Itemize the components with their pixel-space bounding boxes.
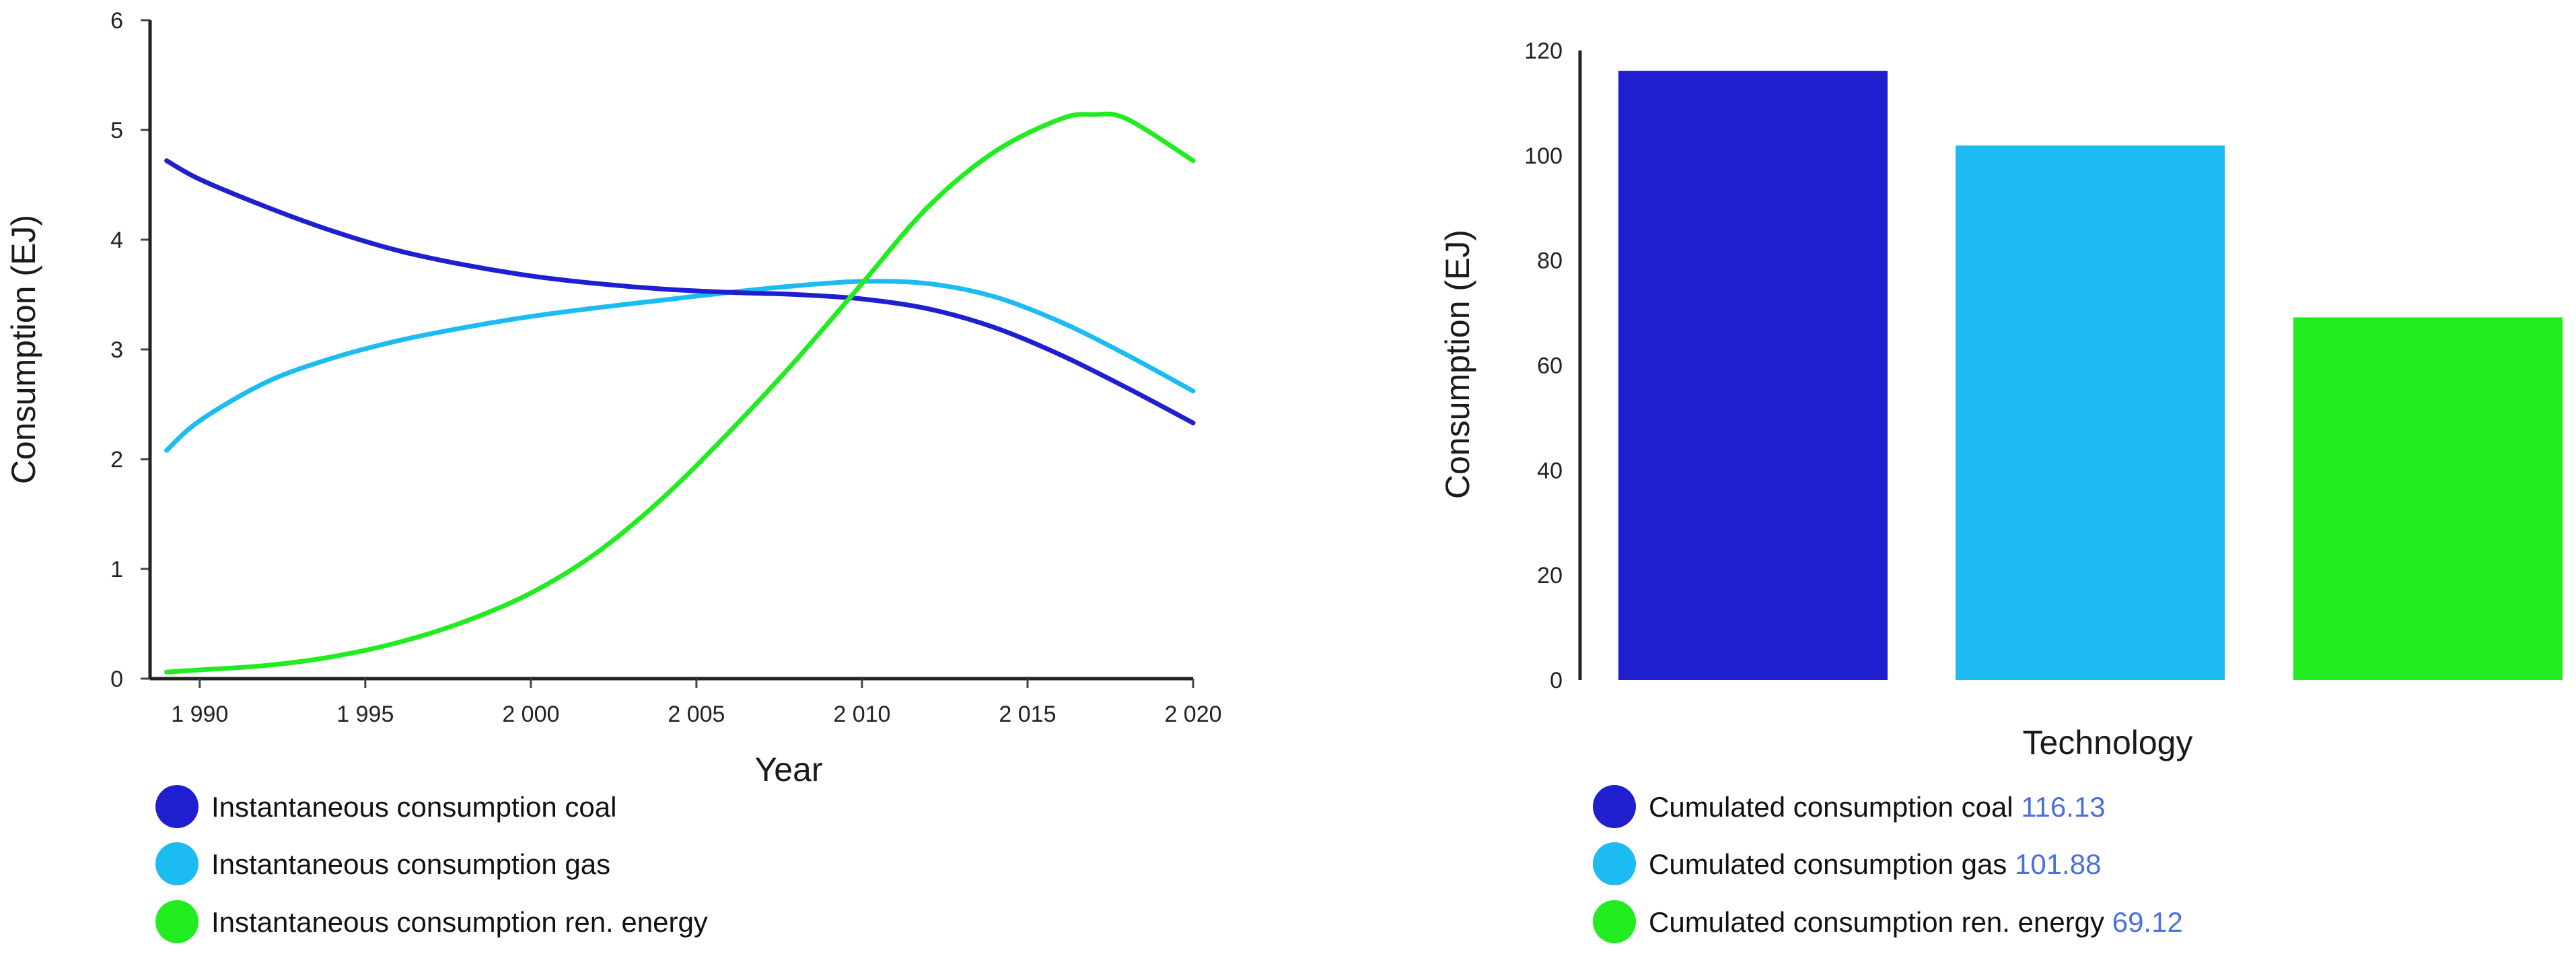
bar-ren-energy — [2293, 317, 2563, 680]
line-chart-x-tick-label: 2 020 — [1164, 702, 1221, 727]
line-chart-y-tick-label: 4 — [110, 228, 123, 253]
line-chart-x-tick-label: 1 995 — [336, 702, 394, 727]
legend-label: Instantaneous consumption ren. energy — [211, 906, 708, 938]
legend-label: Cumulated consumption gas 101.88 — [1649, 848, 2101, 880]
legend-swatch — [155, 785, 199, 828]
bar-chart-legend: Cumulated consumption coal 116.13 Cumulat… — [1593, 785, 2183, 943]
line-chart-x-tick-label: 2 005 — [668, 702, 725, 727]
legend-value: 116.13 — [2021, 791, 2105, 823]
series-ren-energy-line — [164, 111, 1196, 675]
legend-swatch — [1593, 842, 1636, 885]
line-chart-y-axis-title: Consumption (EJ) — [5, 215, 42, 484]
bar-chart-y-ticks: 0 20 40 60 80 100 120 — [1524, 38, 1563, 693]
legend-value: 101.88 — [2015, 848, 2101, 880]
legend-label: Instantaneous consumption gas — [211, 848, 610, 880]
line-chart-x-axis-title: Year — [754, 751, 822, 788]
bar-chart-y-axis-title: Consumption (EJ) — [1439, 230, 1476, 499]
legend-label: Instantaneous consumption coal — [211, 791, 616, 823]
line-chart-y-tick-label: 3 — [110, 337, 123, 363]
line-chart-y-tick-label: 6 — [110, 8, 123, 34]
legend-item-coal: Instantaneous consumption coal — [155, 785, 616, 828]
bar-chart-y-tick-label: 80 — [1537, 248, 1563, 274]
bar-chart-y-tick-label: 120 — [1524, 38, 1563, 64]
legend-item-ren-energy: Instantaneous consumption ren. energy — [155, 900, 708, 943]
legend-item-gas: Instantaneous consumption gas — [155, 842, 610, 885]
line-chart-y-tick-label: 0 — [110, 667, 123, 692]
legend-swatch — [155, 900, 199, 943]
line-chart-series — [164, 111, 1196, 675]
line-chart-x-ticks: 1 990 1 995 2 000 2 005 2 010 2 015 2 020 — [171, 679, 1222, 727]
series-gas-line — [164, 279, 1196, 453]
legend-item-cumulated-coal: Cumulated consumption coal 116.13 — [1593, 785, 2106, 828]
legend-label: Cumulated consumption ren. energy 69.12 — [1649, 906, 2183, 938]
legend-swatch — [1593, 900, 1636, 943]
legend-swatch — [1593, 785, 1636, 828]
bar-gas — [1956, 145, 2225, 680]
bar-chart-y-tick-label: 20 — [1537, 563, 1563, 588]
bar-chart-y-tick-label: 100 — [1524, 143, 1563, 169]
line-chart: 0 1 2 3 4 5 6 1 990 1 995 2 000 2 005 2 010 2 015 2 … — [5, 8, 1222, 943]
bar-chart-y-tick-label: 0 — [1550, 668, 1563, 693]
line-chart-y-tick-label: 5 — [110, 118, 123, 143]
line-chart-legend: Instantaneous consumption coal Instantane… — [155, 785, 708, 943]
legend-item-cumulated-gas: Cumulated consumption gas 101.88 — [1593, 842, 2101, 885]
legend-label: Cumulated consumption coal 116.13 — [1649, 791, 2106, 823]
legend-item-cumulated-ren-energy: Cumulated consumption ren. energy 69.12 — [1593, 900, 2183, 943]
bar-chart-bars — [1618, 71, 2563, 680]
line-chart-x-tick-label: 2 010 — [833, 702, 890, 727]
line-chart-y-tick-label: 2 — [110, 447, 123, 473]
line-chart-y-tick-label: 1 — [110, 557, 123, 582]
bar-chart-y-tick-label: 40 — [1537, 458, 1563, 483]
bar-chart-x-axis-title: Technology — [2023, 724, 2193, 761]
line-chart-x-tick-label: 1 990 — [171, 702, 228, 727]
bar-chart: 0 20 40 60 80 100 120 Consumption (EJ) Technol… — [1439, 38, 2563, 943]
series-coal-line — [164, 158, 1196, 425]
line-chart-x-tick-label: 2 015 — [999, 702, 1056, 727]
bar-coal — [1618, 71, 1888, 680]
legend-value: 69.12 — [2112, 906, 2183, 938]
line-chart-x-tick-label: 2 000 — [502, 702, 559, 727]
legend-swatch — [155, 842, 199, 885]
bar-chart-y-tick-label: 60 — [1537, 353, 1563, 379]
line-chart-y-ticks: 0 1 2 3 4 5 6 — [110, 8, 150, 692]
